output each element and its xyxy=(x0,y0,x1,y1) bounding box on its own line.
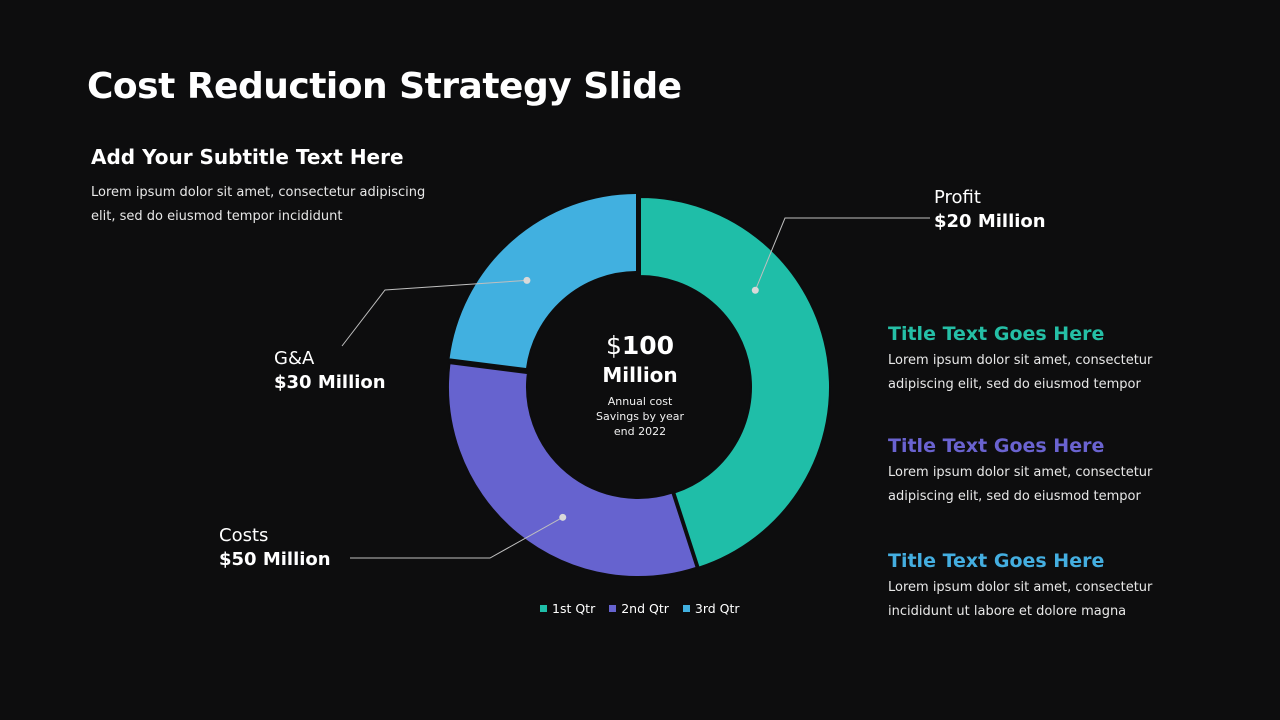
donut-slice-2nd-qtr xyxy=(447,362,698,578)
info-block: Title Text Goes Here Lorem ipsum dolor s… xyxy=(888,433,1228,509)
callout-costs-value: $50 Million xyxy=(219,549,331,570)
callout-leader-lines xyxy=(341,217,930,559)
callout-costs: Costs $50 Million xyxy=(219,524,331,572)
info-title: Title Text Goes Here xyxy=(888,323,1105,345)
chart-legend: 1st Qtr 2nd Qtr 3rd Qtr xyxy=(540,601,740,616)
info-line: Lorem ipsum dolor sit amet, consectetur xyxy=(888,465,1153,480)
donut-center-value: $100 xyxy=(560,330,720,362)
slide-title: Cost Reduction Strategy Slide xyxy=(87,66,682,107)
center-currency: $ xyxy=(605,331,622,360)
info-block: Title Text Goes Here Lorem ipsum dolor s… xyxy=(888,321,1228,397)
callout-profit-value: $20 Million xyxy=(934,211,1046,232)
leader-line xyxy=(341,279,527,347)
legend-label: 3rd Qtr xyxy=(694,601,740,616)
legend-swatch xyxy=(609,605,617,612)
callout-ga-value: $30 Million xyxy=(274,372,386,393)
center-amount: 100 xyxy=(621,331,675,360)
callout-profit-name: Profit xyxy=(934,187,981,208)
info-line: adipiscing elit, sed do eiusmod tempor xyxy=(888,377,1141,392)
callout-ga-name: G&A xyxy=(274,348,315,369)
leader-line xyxy=(754,217,930,291)
info-title: Title Text Goes Here xyxy=(888,435,1105,457)
center-caption-line: end 2022 xyxy=(613,425,667,438)
legend-label: 2nd Qtr xyxy=(621,601,669,616)
legend-item-2nd-qtr: 2nd Qtr xyxy=(609,601,669,616)
slide-subtitle: Add Your Subtitle Text Here xyxy=(91,145,404,169)
donut-slice-3rd-qtr xyxy=(447,191,638,371)
callout-profit: Profit $20 Million xyxy=(934,186,1046,234)
info-text: Lorem ipsum dolor sit amet, consectetur … xyxy=(888,349,1228,397)
callout-costs-name: Costs xyxy=(219,525,269,546)
legend-item-1st-qtr: 1st Qtr xyxy=(540,601,595,616)
info-line: incididunt ut labore et dolore magna xyxy=(888,604,1127,619)
callout-ga: G&A $30 Million xyxy=(274,347,386,395)
info-title: Title Text Goes Here xyxy=(888,550,1105,572)
info-line: adipiscing elit, sed do eiusmod tempor xyxy=(888,489,1141,504)
leader-dot xyxy=(559,513,567,521)
donut-center-unit: Million xyxy=(602,363,678,387)
center-caption-line: Annual cost xyxy=(607,395,673,408)
info-line: Lorem ipsum dolor sit amet, consectetur xyxy=(888,353,1153,368)
donut-slice-1st-qtr xyxy=(639,195,831,569)
legend-swatch xyxy=(682,605,690,612)
leader-dot xyxy=(523,276,531,284)
legend-swatch xyxy=(540,605,547,612)
info-block: Title Text Goes Here Lorem ipsum dolor s… xyxy=(888,548,1228,624)
info-text: Lorem ipsum dolor sit amet, consectetur … xyxy=(888,576,1228,624)
leader-dot xyxy=(751,286,759,294)
leader-line xyxy=(350,516,563,559)
donut-center-caption: Annual cost Savings by year end 2022 xyxy=(575,394,705,439)
legend-label: 1st Qtr xyxy=(552,601,596,616)
intro-line: elit, sed do eiusmod tempor incididunt xyxy=(91,209,343,224)
legend-item-3rd-qtr: 3rd Qtr xyxy=(682,601,740,616)
donut-slices xyxy=(447,191,831,578)
info-text: Lorem ipsum dolor sit amet, consectetur … xyxy=(888,461,1228,509)
info-line: Lorem ipsum dolor sit amet, consectetur xyxy=(888,580,1153,595)
intro-line: Lorem ipsum dolor sit amet, consectetur … xyxy=(91,185,426,200)
center-caption-line: Savings by year xyxy=(596,410,684,423)
intro-paragraph: Lorem ipsum dolor sit amet, consectetur … xyxy=(91,181,441,229)
